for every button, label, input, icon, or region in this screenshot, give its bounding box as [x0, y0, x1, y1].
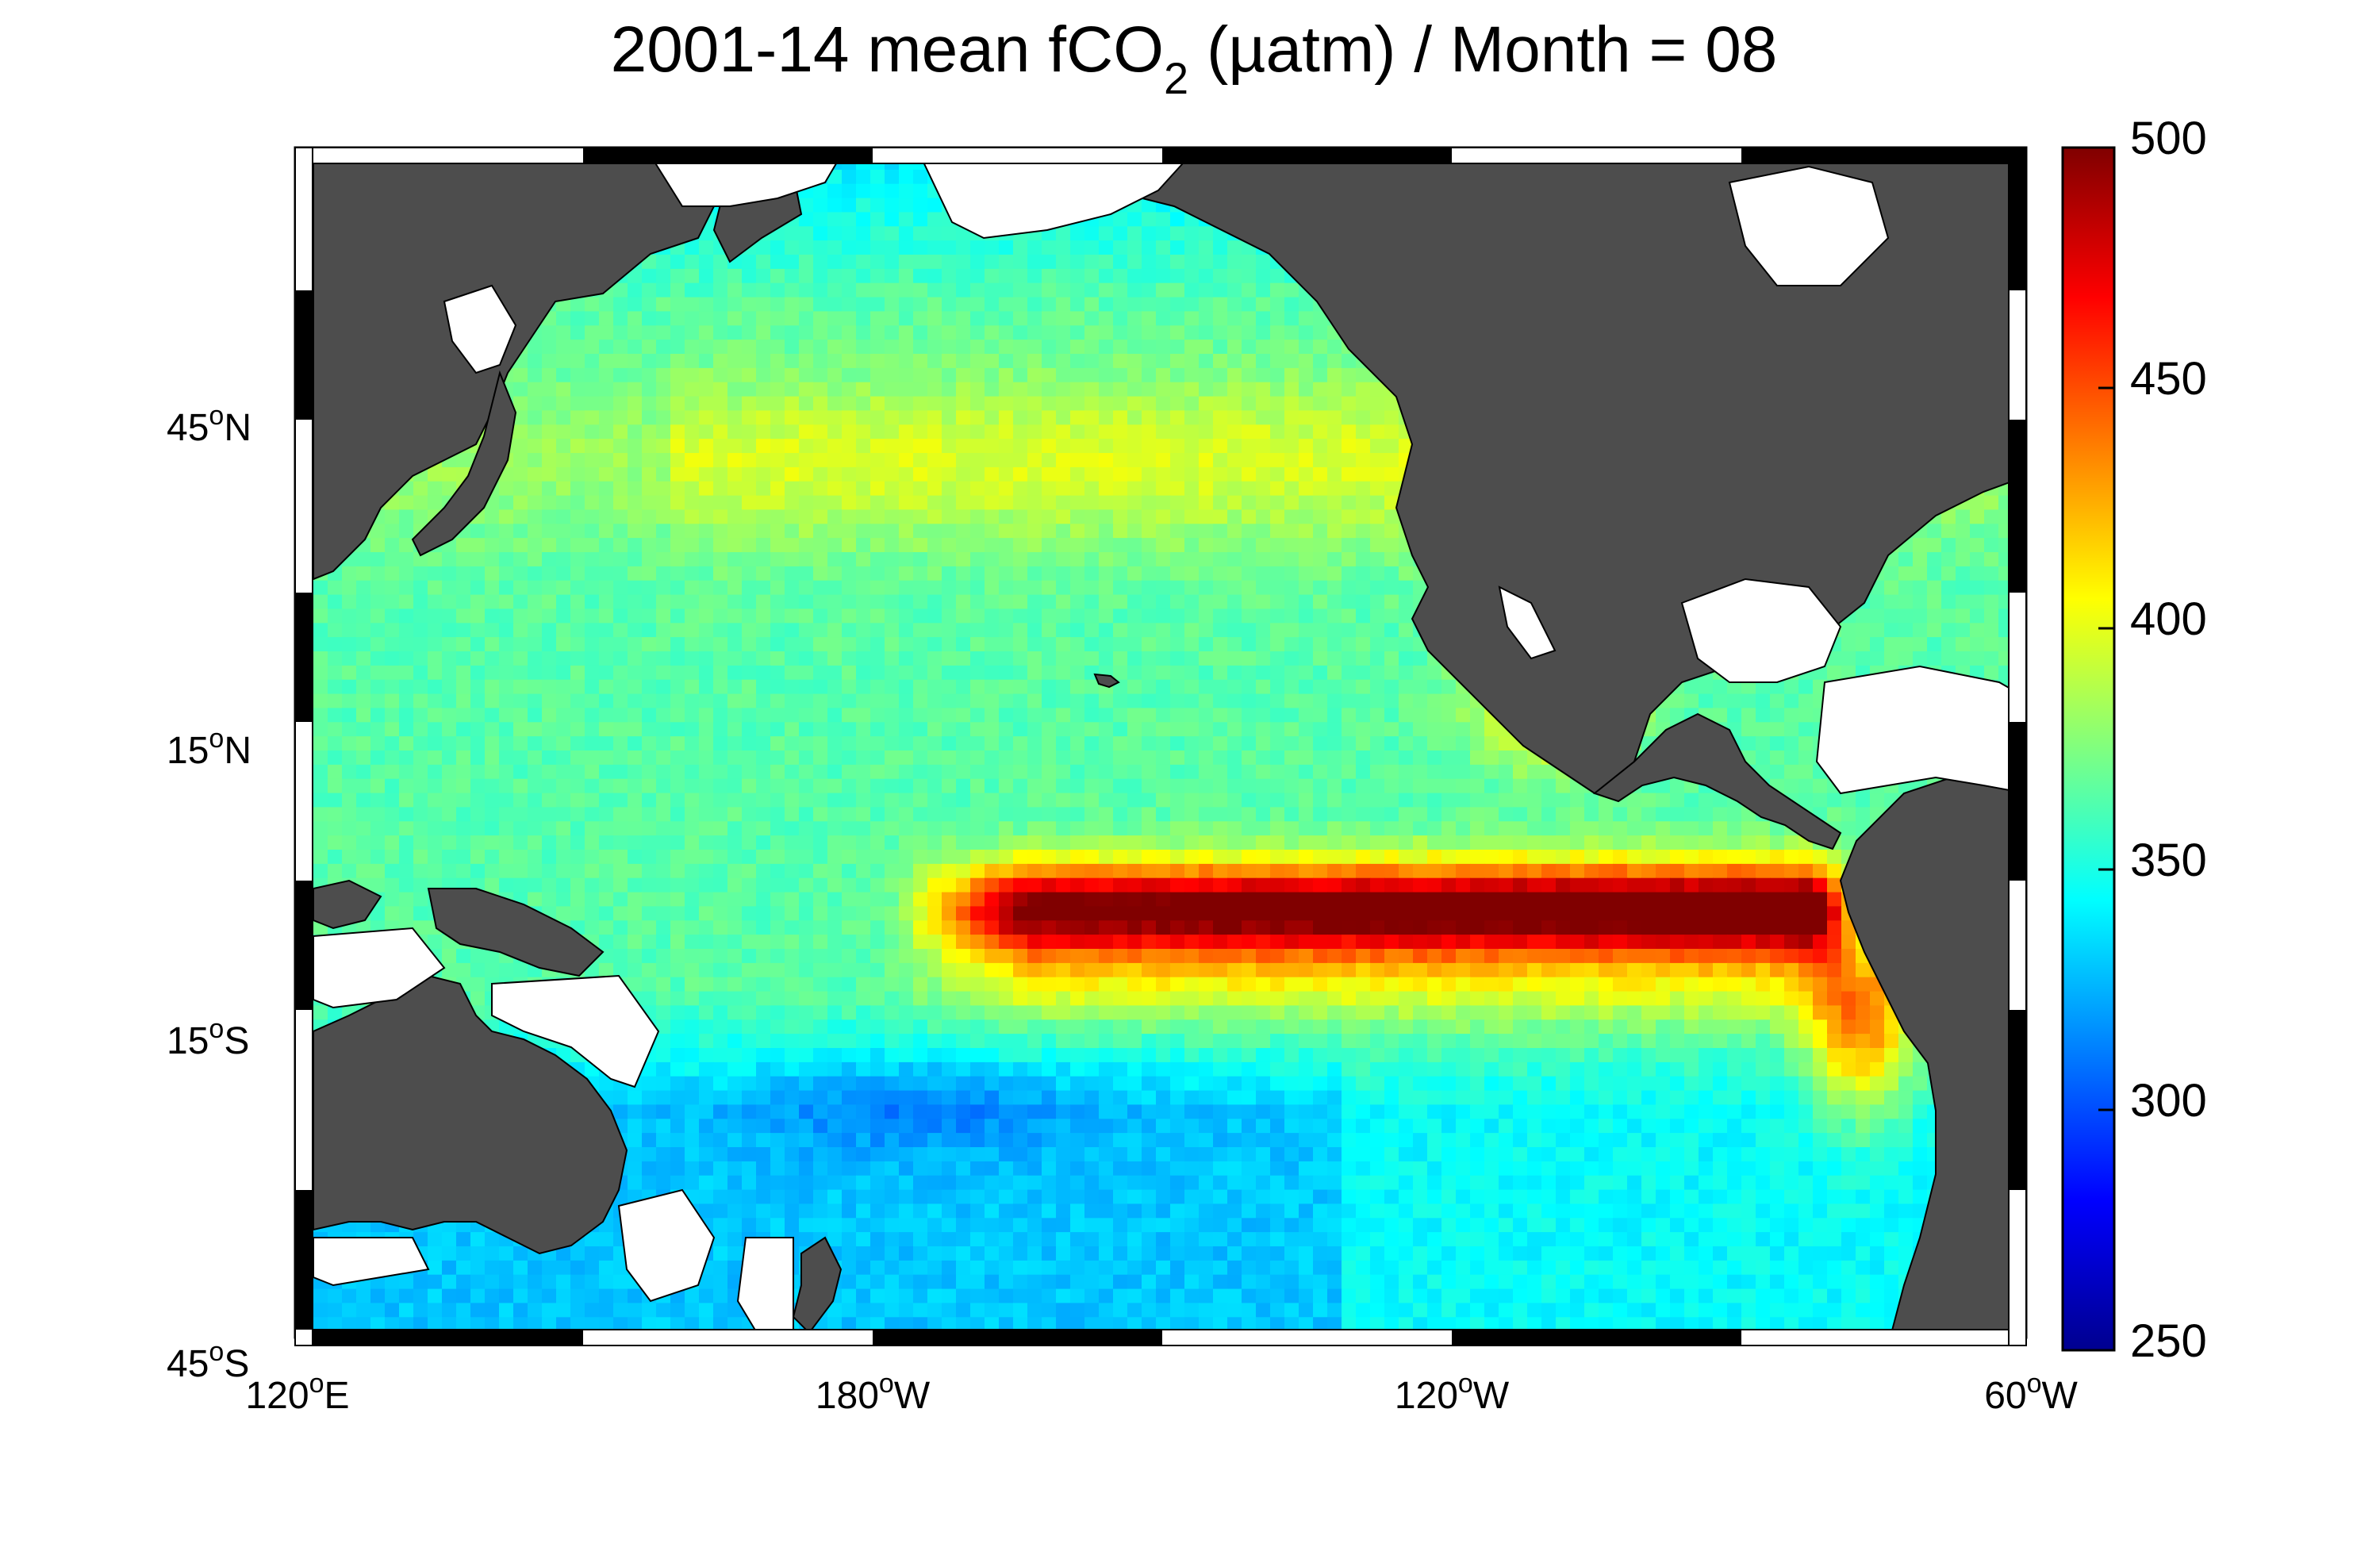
colorbar-ticks [2098, 146, 2114, 1352]
lat-label-15n: 15oN [167, 724, 251, 772]
latitude-labels: 45oN 15oN 15oS 45oS [167, 401, 251, 1385]
nodata-tasman [617, 1188, 716, 1303]
lon-label-120e: 120oE [245, 1368, 349, 1417]
lon-label-60w: 60oW [1984, 1368, 2078, 1417]
lon-label-180w: 180oW [816, 1368, 931, 1417]
longitude-labels: 120oE 180oW 120oW 60oW [245, 1368, 2078, 1417]
land-australia [313, 974, 628, 1255]
colorbar-label-500: 500 [2130, 113, 2207, 164]
land-japan [411, 370, 517, 557]
colorbar-label-350: 350 [2130, 835, 2207, 886]
nodata-coral-sea [491, 974, 660, 1088]
colorbar-labels: 500 450 400 350 300 250 [2130, 113, 2207, 1367]
colorbar-label-250: 250 [2130, 1315, 2207, 1367]
colorbar-label-400: 400 [2130, 593, 2207, 645]
land-new-zealand [792, 1236, 843, 1334]
lat-label-45s: 45oS [167, 1337, 249, 1385]
nodata-caribbean [1815, 665, 2027, 795]
nodata-siberia-west [443, 284, 517, 374]
lat-label-45n: 45oN [167, 401, 251, 449]
nodata-hudson [1728, 165, 1890, 286]
figure-title: 2001-14 mean fCO2 (µatm) / Month = 08 [611, 13, 1778, 103]
colorbar: 500 450 400 350 300 250 [2061, 113, 2207, 1367]
land-hawaii [1093, 673, 1120, 689]
nodata-indonesia-sea [313, 927, 446, 1009]
no-data-areas [313, 155, 2027, 1342]
nodata-gulf-mexico [1680, 578, 1842, 683]
land-central-america [1592, 712, 1842, 850]
colorbar-label-300: 300 [2130, 1075, 2207, 1127]
map-panel [294, 146, 2028, 1346]
map-frame-band [294, 147, 2027, 1346]
nodata-aus-south [313, 1237, 430, 1287]
land-new-guinea [427, 888, 605, 977]
colorbar-label-450: 450 [2130, 353, 2207, 405]
lat-label-15s: 15oS [167, 1014, 249, 1062]
nodata-okhotsk [649, 155, 843, 207]
colorbar-gradient [2061, 146, 2116, 1352]
lon-label-120w: 120oW [1395, 1368, 1510, 1417]
land-indonesia [313, 879, 382, 930]
nodata-gulf-california [1498, 585, 1557, 660]
